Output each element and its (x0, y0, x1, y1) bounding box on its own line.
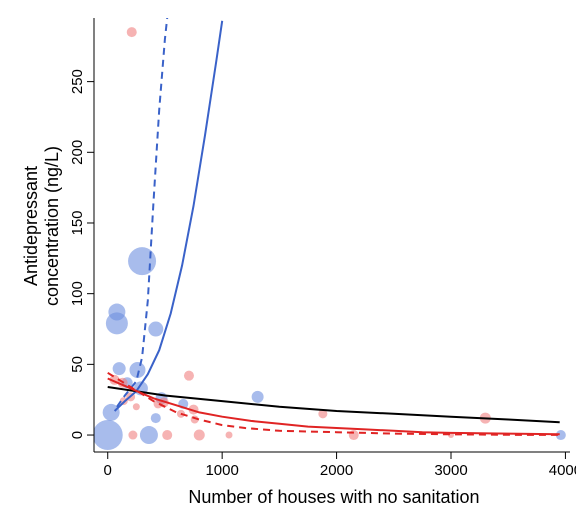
blue-point-4 (139, 426, 158, 445)
red-point-0 (126, 27, 137, 38)
x-tick-label-2000: 2000 (320, 462, 353, 479)
x-tick-label-3000: 3000 (434, 462, 467, 479)
red-point-19 (153, 399, 163, 409)
y-tick-label-250: 250 (69, 69, 86, 94)
black-solid-curve (107, 386, 560, 424)
y-tick-label-150: 150 (69, 210, 86, 235)
blue-point-3 (108, 303, 126, 321)
x-axis-title: Number of houses with no sanitation (188, 487, 479, 507)
y-tick-label-200: 200 (69, 140, 86, 165)
y-tick-label-50: 50 (69, 356, 86, 373)
y-tick-label-100: 100 (69, 281, 86, 306)
red-solid-curve (107, 377, 560, 436)
x-tick-label-0: 0 (104, 462, 112, 479)
y-axis-title-line2: concentration (ng/L) (42, 146, 62, 306)
blue-point-5 (102, 403, 120, 421)
blue-point-7 (148, 321, 164, 337)
red-point-7 (128, 430, 138, 440)
curves-layer (107, 18, 560, 436)
blue-point-1 (128, 247, 157, 276)
blue-point-9 (112, 362, 126, 376)
red-point-8 (162, 430, 173, 441)
blue-point-14 (555, 430, 566, 441)
blue-point-12 (150, 413, 161, 424)
blue-solid-curve (113, 20, 224, 412)
red-point-14 (318, 409, 328, 419)
blue-point-6 (129, 362, 146, 379)
x-tick-label-1000: 1000 (205, 462, 238, 479)
y-tick-label-0: 0 (69, 431, 86, 439)
red-point-13 (225, 431, 233, 439)
red-point-1 (183, 370, 194, 381)
red-point-6 (132, 403, 140, 411)
blue-dashed-curve (116, 18, 169, 408)
red-dashed-curve (107, 371, 560, 436)
y-axis-title-line1: Antidepressant (21, 166, 41, 286)
points-layer (94, 27, 566, 451)
blue-point-13 (251, 390, 264, 403)
red-point-12 (193, 429, 205, 441)
blue-point-0 (94, 420, 123, 451)
